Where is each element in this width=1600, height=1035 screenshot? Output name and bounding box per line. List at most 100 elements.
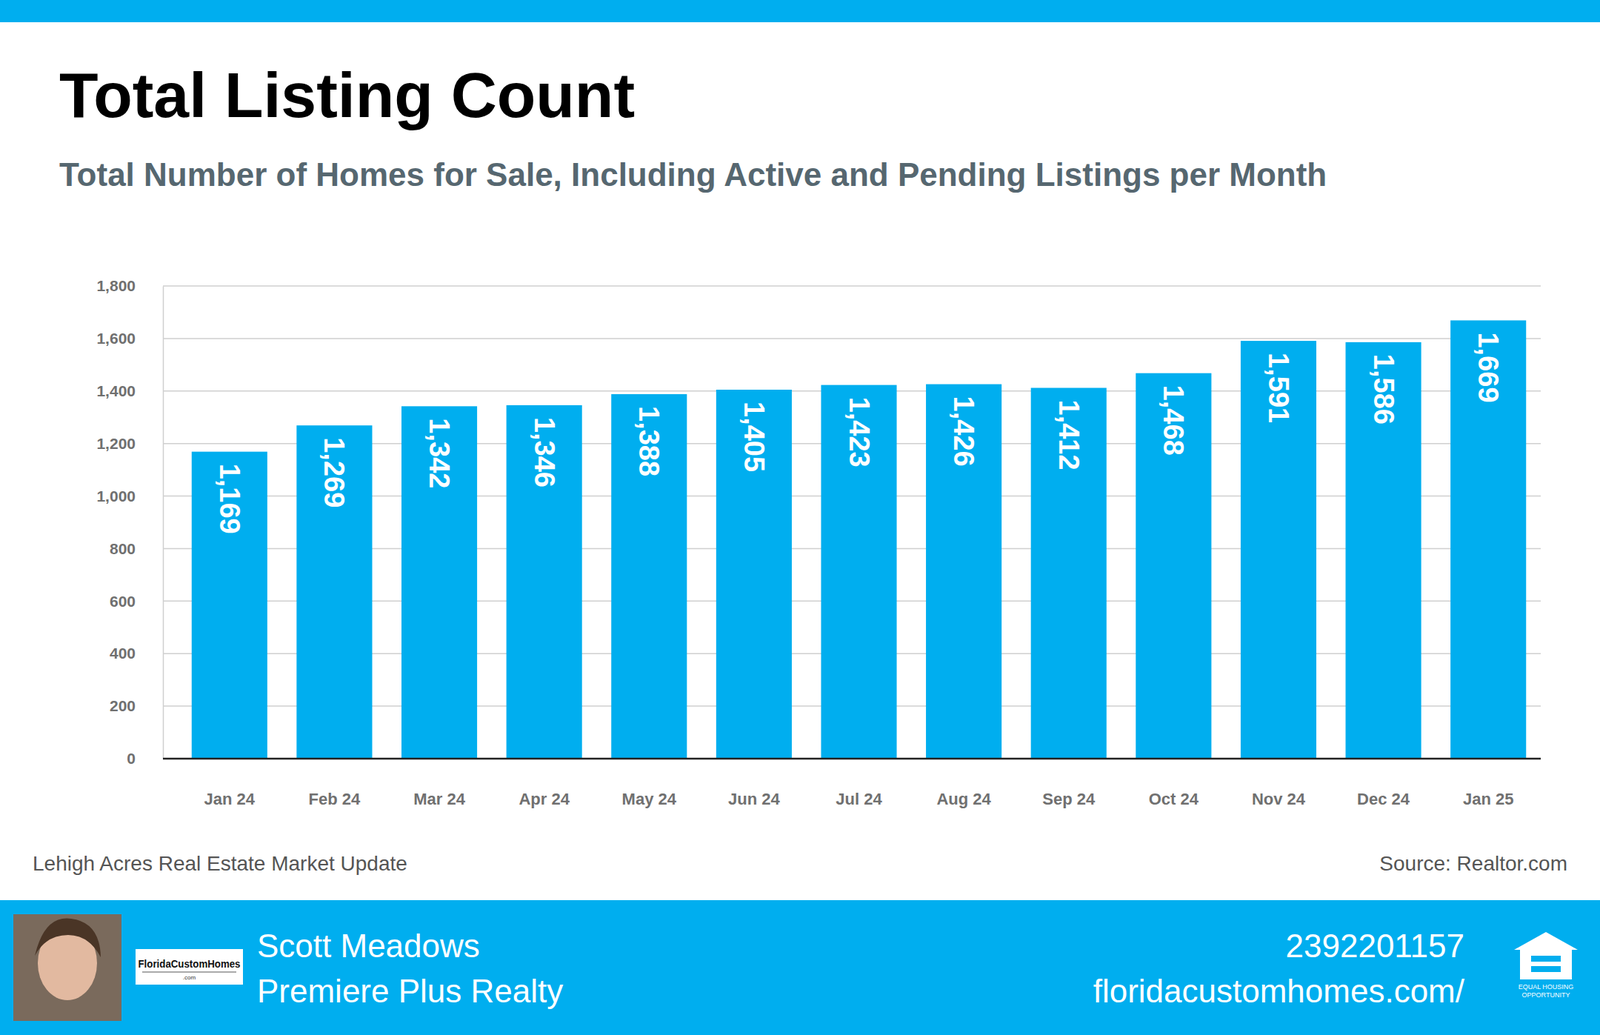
agent-name: Scott Meadows [257, 927, 480, 964]
data-label: 1,269 [318, 437, 350, 508]
bar [1345, 342, 1422, 759]
x-tick: Feb 24 [308, 789, 361, 809]
equal-housing-badge: EQUAL HOUSINGOPPORTUNITY [1514, 931, 1578, 999]
bar [1031, 388, 1107, 759]
x-tick: Jan 25 [1462, 789, 1515, 809]
x-tick-label: Dec 24 [1357, 789, 1411, 809]
bar [1135, 373, 1212, 759]
bar [1240, 340, 1317, 759]
x-tick-label: Jan 24 [204, 789, 256, 809]
photo-hair [34, 918, 101, 958]
data-label: 1,591 [1262, 352, 1295, 423]
x-tick-label: Apr 24 [518, 789, 570, 809]
data-label: 1,346 [528, 417, 560, 488]
photo-bg [13, 914, 122, 1021]
title: Total Listing Count [59, 59, 635, 131]
x-tick: Mar 24 [413, 789, 466, 809]
grid-line [162, 285, 1541, 287]
y-tick-label: 600 [109, 592, 136, 610]
data-label: 1,586 [1368, 354, 1400, 425]
y-tick-label: 1,400 [96, 382, 136, 400]
x-tick: Dec 24 [1357, 789, 1411, 809]
chart-root: Total Listing Count Total Number of Homes… [0, 0, 1600, 1035]
bar [1450, 320, 1526, 759]
x-tick-label: Jul 24 [835, 789, 883, 809]
y-tick-label: 1,800 [96, 277, 136, 295]
y-axis-line [162, 286, 165, 760]
footer-band [0, 900, 1600, 1035]
x-tick-label: Oct 24 [1148, 789, 1200, 809]
y-axis: 0 200 400 600 800 1,000 1,200 1,400 1,600 1,800 [96, 277, 163, 767]
y-tick: 200 [109, 697, 163, 715]
x-tick: Jun 24 [728, 789, 780, 809]
bar [820, 385, 897, 759]
y-tick: 400 [109, 644, 163, 662]
agent-photo [13, 914, 122, 1021]
x-tick: May 24 [622, 789, 678, 809]
x-tick-label: Feb 24 [308, 789, 361, 809]
bar [925, 384, 1002, 759]
y-tick: 1,800 [96, 277, 163, 295]
bar [296, 425, 372, 759]
logo-subtext: .com [182, 974, 197, 981]
top-strip [0, 0, 1600, 23]
brokerage: Premiere Plus Realty [257, 972, 563, 1009]
caption: Lehigh Acres Real Estate Market Update [32, 851, 408, 875]
y-tick-label: 800 [109, 540, 136, 558]
logo-text: FloridaCustomHomes [138, 957, 241, 970]
x-tick: Nov 24 [1251, 789, 1306, 809]
y-tick: 0 [126, 749, 163, 767]
bar [401, 405, 478, 759]
grid-line [162, 757, 1541, 760]
x-tick-label: Mar 24 [413, 789, 466, 809]
grid-line [162, 337, 1541, 340]
y-tick: 1,200 [96, 434, 163, 452]
y-tick: 1,000 [96, 487, 163, 505]
y-tick: 600 [109, 592, 163, 610]
x-tick: Aug 24 [936, 789, 992, 809]
data-label: 1,388 [633, 405, 665, 477]
x-tick-label: Sep 24 [1042, 789, 1096, 809]
logo-rule [142, 971, 237, 973]
y-tick-label: 1,000 [96, 487, 136, 505]
website: floridacustomhomes.com/ [1093, 972, 1466, 1009]
x-tick: Jul 24 [835, 789, 883, 809]
grid [162, 285, 1541, 759]
data-label: 1,468 [1157, 385, 1189, 456]
x-axis: Jan 24 Feb 24 Mar 24 Apr 24 May 24 Jun 24 Jul … [162, 758, 1541, 809]
bar [611, 394, 687, 759]
badge-bar [1531, 965, 1561, 972]
y-tick: 1,600 [96, 329, 163, 347]
y-tick: 1,400 [96, 382, 163, 400]
y-tick-label: 400 [109, 644, 136, 662]
data-label: 1,423 [843, 397, 875, 468]
x-tick: Jan 24 [204, 789, 256, 809]
data-label: 1,405 [738, 401, 770, 472]
x-tick: Sep 24 [1042, 789, 1096, 809]
phone: 2392201157 [1285, 927, 1465, 964]
data-labels: 1,1691,2691,3421,3461,3881,4051,4231,426… [214, 331, 1504, 534]
y-tick-label: 200 [109, 697, 136, 715]
y-tick-label: 0 [126, 749, 136, 767]
x-axis-line [162, 757, 1541, 760]
bar [506, 405, 583, 759]
data-label: 1,669 [1472, 331, 1504, 403]
badge-text: EQUAL HOUSINGOPPORTUNITY [1518, 982, 1575, 999]
x-tick-label: Jun 24 [728, 789, 780, 809]
source: Source: Realtor.com [1379, 851, 1568, 875]
x-tick: Oct 24 [1148, 789, 1200, 809]
subtitle: Total Number of Homes for Sale, Includin… [59, 156, 1327, 193]
x-tick-label: Nov 24 [1251, 789, 1306, 809]
x-tick: Apr 24 [518, 789, 570, 809]
data-label: 1,342 [423, 417, 455, 489]
bars [191, 320, 1526, 759]
x-tick-label: Aug 24 [936, 789, 992, 809]
logo-box [135, 948, 243, 985]
x-tick-label: May 24 [622, 789, 678, 809]
bar [191, 451, 268, 759]
data-label: 1,169 [214, 463, 246, 535]
y-tick-label: 1,200 [96, 434, 136, 452]
y-tick: 800 [109, 540, 163, 558]
data-label: 1,412 [1053, 400, 1085, 471]
x-tick-label: Jan 25 [1462, 789, 1515, 809]
